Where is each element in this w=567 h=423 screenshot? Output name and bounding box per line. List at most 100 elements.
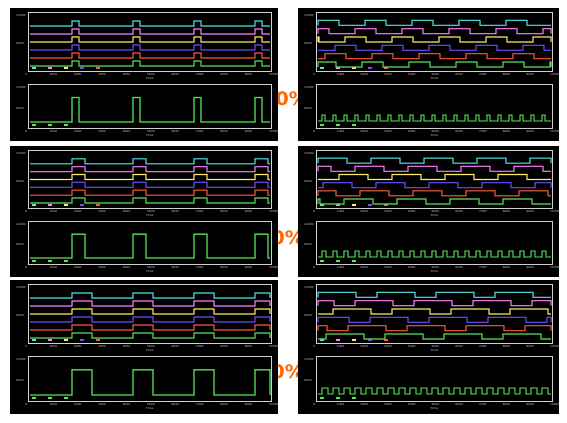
panel-10-right-bottom-legend-swatch: [336, 124, 340, 126]
panel-30-right-bottom-xtick: 0: [313, 402, 315, 406]
panel-20-right-top-xtick: 6000: [455, 209, 463, 213]
panel-30-right-bottom-xtick: 10000: [550, 402, 560, 406]
panel-30-left-top-xtick: 2000: [73, 344, 82, 348]
panel-30-right-bottom-legend: [320, 397, 368, 400]
panel-10-right-top-legend-swatch: [320, 67, 324, 69]
panel-30-right-trace-6: [318, 333, 551, 340]
panel-10-right-trace-5: [318, 53, 551, 60]
panel-20-left-bottom-ytick-mid: 6000: [16, 242, 24, 246]
panel-30-left-top-xtick: 0: [25, 344, 27, 348]
panel-30-left-top-legend: [32, 339, 112, 342]
panel-10-left-trace-3: [30, 36, 270, 43]
panel-20-left-top-legend-swatch: [48, 204, 52, 206]
panel-30-left-trace-2: [30, 300, 271, 307]
panel-20-left-top-legend-swatch: [32, 204, 36, 206]
panel-10-left-top-xtick: 9000: [244, 72, 253, 76]
panel-20-right-top-xtick: 2000: [360, 209, 369, 213]
panel-20-left-bottom-xtick: 2000: [73, 265, 82, 269]
panel-10-right-bottom-xtick: 3000: [384, 129, 392, 133]
panel-20-left-trace-3: [30, 173, 270, 181]
panel-20-right-top-legend-swatch: [336, 204, 340, 206]
panel-30-left-top-xtick: 10000: [269, 344, 279, 348]
panel-10-left-top-legend: [32, 67, 112, 70]
panel-10-left-bottom-xtick: 8000: [220, 129, 228, 133]
panel-10-right-top-legend-swatch: [336, 67, 340, 69]
panel-20-left-bottom-xtick: 10000: [269, 265, 279, 269]
panel-30-left-bottom-xtick: 2000: [73, 402, 82, 406]
panel-20-left-top-xtick: 8000: [220, 209, 228, 213]
panel-30-left-top-xtick: 7000: [195, 344, 204, 348]
panel-20-left-top-legend-swatch: [64, 204, 68, 206]
panel-10-right-top-xtick: 9000: [526, 72, 534, 76]
panel-30-left-bottom-legend-swatch: [48, 397, 52, 399]
panel-30-right-top-ytick-top: 12000: [304, 285, 314, 289]
panel-10-right-bottom-xtick: 5000: [431, 129, 440, 133]
panel-30-left-bottom-plot: [28, 356, 272, 402]
panel-20-right-bottom-xtick: 2000: [360, 265, 369, 269]
panel-30-right-bottom-legend-swatch: [336, 397, 340, 399]
panel-10-right-top-legend-swatch: [368, 67, 372, 69]
panel-30-right-top-xtick: 0: [313, 344, 315, 348]
panel-20-left-bottom-legend: [32, 260, 80, 263]
panel-10-right-bottom-xtick: 8000: [502, 129, 511, 133]
panel-20-right-top-ytick-top: 12000: [304, 151, 314, 155]
panel-10-left-bottom-legend-swatch: [64, 124, 68, 126]
panel-20-right-trace-2: [317, 165, 551, 172]
panel-30-right-top-xtick: 7000: [478, 344, 487, 348]
panel-20-right-top-xlabel: Time: [430, 213, 438, 217]
panel-30-right-bottom-xtick: 7000: [478, 402, 487, 406]
panel-10-left-bottom-xtick: 9000: [244, 129, 253, 133]
panel-10-left-bottom-xtick: 3000: [98, 129, 106, 133]
panel-10-left-top-legend-swatch: [64, 67, 68, 69]
panel-20-left-trace-1: [30, 158, 270, 165]
panel-20-left-bottom-xtick: 1000: [49, 265, 58, 269]
panel-30-left-bottom-xtick: 5000: [147, 402, 155, 406]
panel-10-left-top-ytick-top: 12000: [16, 13, 26, 17]
panel-30-right-top-xlabel: Time: [430, 348, 438, 352]
panel-10-right-trace-1: [317, 19, 551, 26]
panel-30-left-bottom-xtick: 10000: [269, 402, 279, 406]
panel-30-left-top-legend-swatch: [96, 339, 100, 341]
panel-20-left-top-xtick: 3000: [98, 209, 106, 213]
panel-30-right-bottom-xtick: 9000: [526, 402, 534, 406]
panel-20-left-trace-5: [30, 189, 270, 196]
panel-20-right-bottom-legend-swatch: [320, 260, 324, 262]
panel-10-left-top-legend-swatch: [48, 67, 52, 69]
panel-10-left-bottom-xlabel: Time: [146, 133, 154, 137]
panel-30-left-top-ytick-top: 12000: [16, 285, 26, 289]
panel-10-left-top-xtick: 0: [25, 72, 27, 76]
panel-10-left-top-ytick-mid: 6000: [16, 41, 24, 45]
panel-30-left-bottom-xtick: 3000: [98, 402, 106, 406]
panel-10-left-bottom-xtick: 2000: [73, 129, 82, 133]
panel-20-left-trace-2: [30, 166, 270, 173]
panel-10-left-bottom-legend-swatch: [48, 124, 52, 126]
panel-30-right-trace-4: [317, 316, 552, 323]
panel-10-right-bottom-legend-swatch: [352, 124, 356, 126]
panel-10-left-bottom-xtick: 4000: [122, 129, 131, 133]
panel-10-right-top-xtick: 0: [313, 72, 315, 76]
panel-20-right-top-xtick: 1000: [336, 209, 345, 213]
panel-20-right-bottom-xtick: 0: [313, 265, 315, 269]
panel-10-right-bottom-legend: [320, 124, 368, 127]
panel-30-left-top-xlabel: Time: [146, 348, 154, 352]
panel-10-left-top-legend-swatch: [80, 67, 84, 69]
panel-10-right-top-xtick: 7000: [478, 72, 487, 76]
panel-30-left-bottom-xtick: 1000: [49, 402, 58, 406]
panel-10-left-bottom-xtick: 6000: [171, 129, 180, 133]
panel-30-left-top-xtick: 6000: [171, 344, 180, 348]
panel-20-right-trace-1: [317, 157, 552, 164]
panel-10-left-top-xtick: 4000: [122, 72, 131, 76]
panel-30-left-bottom-legend: [32, 397, 80, 400]
panel-10-right: 12000 6000 0 1000 2000 3000 4000 5000 6000 7000 80…: [298, 8, 560, 141]
panel-10-right-top-xtick: 5000: [431, 72, 440, 76]
panel-10-right-bottom-xtick: 6000: [455, 129, 463, 133]
panel-20-right-trace-3: [318, 173, 551, 181]
panel-20-right-bottom-legend-swatch: [352, 260, 356, 262]
panel-30-left-top-xtick: 8000: [220, 344, 228, 348]
panel-20-left-top-ytick-mid: 6000: [16, 178, 24, 183]
panel-10-left-top-legend-swatch: [96, 67, 100, 69]
panel-10-left-bottom-ytick-top: 12000: [16, 85, 26, 89]
panel-10-right-top-ytick-mid: 6000: [304, 41, 312, 45]
panel-30-right-trace-2: [317, 300, 552, 307]
panel-30-left-bottom-xtick: 4000: [122, 402, 131, 406]
